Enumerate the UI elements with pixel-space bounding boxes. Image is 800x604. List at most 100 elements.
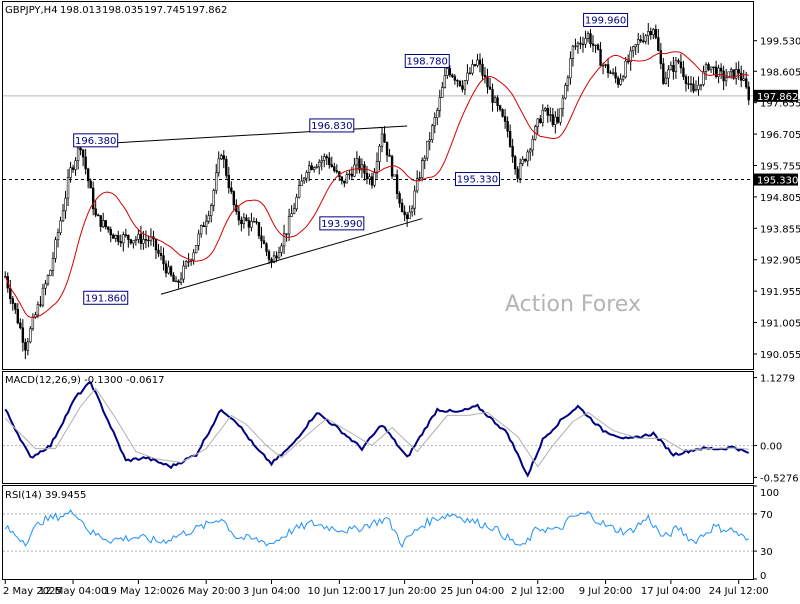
time-tick-label: 26 May 20:00 [172,586,241,597]
candle-body [122,234,125,244]
candle-body [194,245,198,254]
price-tick-label: 192.905 [760,256,800,267]
candle-body [242,217,246,225]
candle-body [368,176,371,180]
candle-body [697,84,700,90]
annotation-box [309,118,355,133]
moving-average-path [4,51,749,318]
candle-body [539,118,542,124]
candle-body [89,180,92,189]
candle-body [187,261,190,263]
rsi-line [4,509,749,548]
candle-body [358,158,361,171]
candle-body [529,149,532,153]
candle-body [541,109,544,124]
candle-body [674,60,678,72]
candle-body [647,31,650,37]
candle-body [388,154,391,157]
candle-body [302,177,306,182]
candle-body [667,69,670,79]
trendlines [80,125,423,295]
candle-body [210,205,213,217]
candle-body [139,233,143,244]
candle-body [282,233,286,247]
candle-body [318,161,321,168]
candle-body [277,252,281,259]
candle-body [295,196,298,210]
macd-axis: 1.1279 0.00 -0.5276 [753,374,799,484]
candle-body [672,65,675,72]
rsi-tick-label: 100 [760,488,779,499]
candle-body [348,173,351,176]
candle-body [215,172,218,191]
candle-body [619,78,622,85]
candle-body [265,243,268,252]
candle-body [202,225,205,228]
candle-body [453,76,457,81]
candle-body [724,77,728,82]
candle-body [692,83,695,92]
candle-body [378,145,381,162]
candle-body [493,97,497,103]
candle-body [360,164,364,171]
last-price-tag-bg [754,89,798,102]
candle-body [247,220,251,228]
annotation-label: 196.380 [75,136,116,147]
candle-body [569,58,572,79]
candle-body [174,280,178,283]
price-tick-label: 191.005 [760,319,800,330]
rsi-axis: 100 70 30 0 [753,485,779,582]
annotation-label: 193.990 [321,219,362,230]
rsi-tick-label: 70 [760,510,773,521]
time-tick-label: 19 May 12:00 [104,586,173,597]
candle-body [380,133,384,147]
candle-body [652,29,655,35]
candle-body [14,303,17,310]
candle-body [124,234,128,236]
candle-body [39,304,42,306]
time-tick-label: 2 Jul 12:00 [511,586,565,597]
candle-body [476,59,479,66]
candle-body [405,214,409,219]
candle-body [589,33,592,45]
candle-body [24,342,27,351]
candle-body [41,287,45,306]
candle-body [54,239,57,259]
candle-body [584,38,587,45]
time-tick-label: 25 Jun 04:00 [441,586,505,597]
candle-body [112,234,115,239]
candle-body [16,309,20,324]
candle-body [657,37,660,51]
candle-body [418,177,421,179]
candle-body [297,185,301,198]
candle-body [549,114,552,116]
level-price-tag: 195.330 [757,176,798,187]
candle-body [132,240,135,244]
candle-body [684,76,688,84]
candle-body [606,64,610,74]
candle-body [310,165,313,170]
annotation-label: 191.860 [85,293,126,304]
candle-body [491,89,494,103]
candle-body [556,116,560,123]
candle-body [212,190,215,206]
candle-body [313,167,316,170]
candle-body [679,61,683,69]
rsi-indicator [3,509,753,552]
candle-body [501,109,504,117]
candle-body [230,187,233,192]
candle-body [448,68,452,76]
candle-body [536,118,539,127]
candle-body [614,72,617,79]
candle-body [199,225,203,235]
level-price-tag-bg [754,173,798,186]
candle-body [117,235,120,242]
candle-body [159,253,163,256]
candle-body [694,89,698,92]
candle-body [513,156,517,170]
watermark: Action Forex [505,292,641,317]
candle-body [365,172,369,180]
price-tick-label: 194.805 [760,193,800,204]
candle-body [99,215,102,228]
